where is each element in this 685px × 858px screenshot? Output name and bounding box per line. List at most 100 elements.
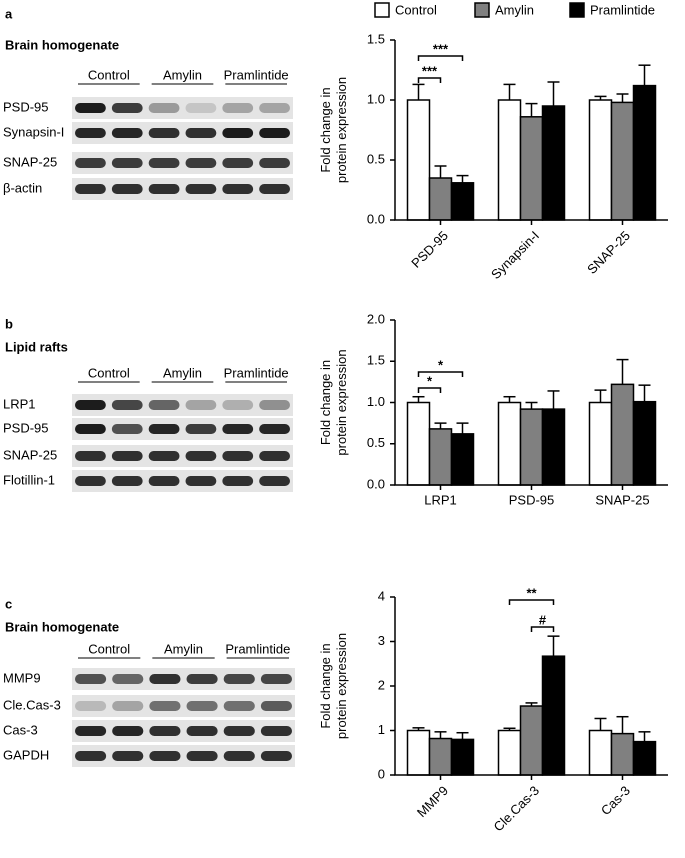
blot-row-label: Synapsin-I [3,124,64,139]
blot-band [260,726,292,736]
blot-band [148,184,180,194]
blot-band [259,476,290,486]
blot-band [75,184,106,194]
blot-band [222,103,254,113]
blot-row-label: Cle.Cas-3 [3,697,61,712]
blot-band [259,451,290,461]
axes [394,597,668,776]
blot-band [259,158,290,168]
blot-group-label: Pramlintide [224,67,289,82]
blot-band [222,424,254,434]
panel-letter: a [5,6,13,21]
blot-strip [72,418,293,440]
y-axis-label-line: protein expression [334,349,349,455]
blot-row-label: GAPDH [3,747,49,762]
legend-label: Amylin [495,2,534,17]
y-axis-label-line: Fold change in [319,360,334,445]
bar [497,99,522,221]
bar [541,655,566,776]
axes [394,40,668,221]
y-axis-label-line: protein expression [334,77,349,183]
y-tick-label: 0.5 [367,151,385,166]
blot-band [149,726,181,736]
blot-row-label: LRP1 [3,396,36,411]
blot-band [75,128,106,138]
blot-strip [72,695,295,717]
blot-band [112,726,144,736]
y-axis-label: Fold change inprotein expression [319,77,350,183]
blot-band [186,751,218,761]
blot-band [75,158,106,168]
y-tick-label: 2.0 [367,311,385,326]
blot-strip [72,122,293,144]
y-axis-label-line: protein expression [334,633,349,739]
bar [519,705,544,776]
blot-row-label: Flotillin-1 [3,472,55,487]
blot-band [259,184,290,194]
blot-band [222,476,254,486]
blot-band [111,400,143,410]
blot-row-label: SNAP-25 [3,154,57,169]
x-tick-label: Cle.Cas-3 [491,783,542,834]
y-axis-label-line: Fold change in [319,643,334,728]
y-tick-label: 1.0 [367,394,385,409]
bar [541,408,566,486]
blot-band [222,184,254,194]
blot-band [75,451,106,461]
blot-band [185,424,217,434]
x-tick-label: PSD-95 [408,228,451,271]
y-axis-label-line: Fold change in [319,87,334,172]
y-tick-label: 1.0 [367,91,385,106]
blot-strip [72,445,293,467]
blot-strip [72,152,293,174]
blot-group-label: Amylin [163,67,202,82]
blot-band [112,701,144,711]
panel-title: Lipid rafts [5,339,68,354]
bar [450,182,475,221]
blot-band [75,400,106,410]
bar [632,400,657,486]
blot-band [222,400,254,410]
bar [588,729,613,776]
blot-band [111,476,143,486]
blot-band [111,184,143,194]
blot-band [259,128,290,138]
bar [588,99,613,221]
blot-band [111,451,143,461]
y-tick-label: 4 [378,588,385,603]
blot-band [223,726,255,736]
bar [588,401,613,486]
blot-strip [72,470,293,492]
significance-label: * [427,373,433,388]
axes [394,320,668,486]
y-tick-label: 1.5 [367,31,385,46]
blot-band [111,158,143,168]
bar [428,177,453,221]
blot-band [111,103,143,113]
bar [610,383,635,486]
legend-label: Control [395,2,437,17]
blot-band [260,701,292,711]
blot-band [148,451,180,461]
legend-swatch [569,2,585,18]
blot-band [185,400,217,410]
bar [610,732,635,776]
blot-band [259,400,290,410]
blot-band [149,701,181,711]
bar [450,433,475,486]
blot-band [259,424,290,434]
blot-band [222,158,254,168]
significance-label: ** [526,585,537,600]
bar [428,428,453,486]
blot-band [75,726,107,736]
significance-label: *** [433,41,449,56]
significance-bracket [417,55,464,61]
x-tick-label: PSD-95 [509,492,555,507]
blot-band [75,751,107,761]
blot-band [260,751,292,761]
y-tick-label: 3 [378,633,385,648]
panel-letter: b [5,316,13,331]
blot-strip [72,394,293,416]
significance-bracket [508,599,555,605]
